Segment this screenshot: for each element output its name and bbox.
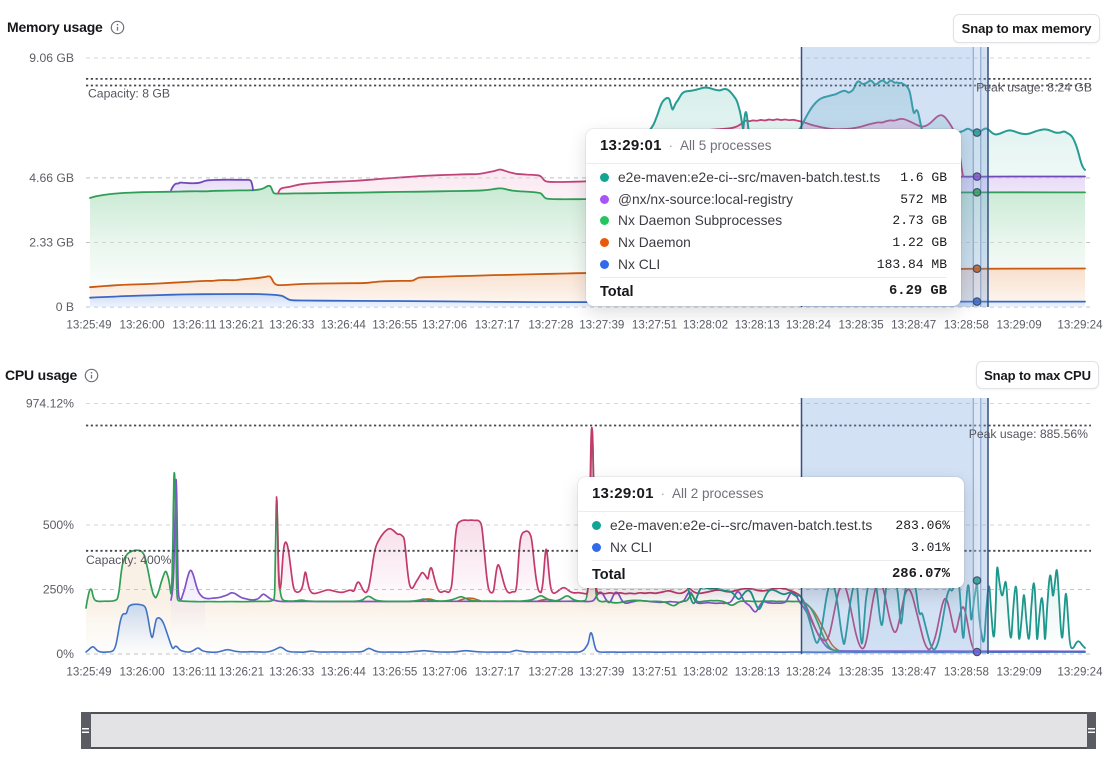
svg-text:13:27:28: 13:27:28 [528, 319, 573, 332]
svg-text:974.12%: 974.12% [26, 397, 74, 411]
svg-text:13:28:35: 13:28:35 [839, 319, 884, 332]
svg-text:13:26:44: 13:26:44 [321, 319, 367, 332]
svg-text:Capacity: 400%: Capacity: 400% [86, 553, 172, 567]
svg-text:13:29:24: 13:29:24 [1057, 666, 1103, 679]
svg-text:13:26:11: 13:26:11 [172, 666, 216, 679]
svg-text:0 B: 0 B [56, 300, 74, 314]
svg-text:13:27:51: 13:27:51 [632, 319, 677, 332]
svg-text:13:28:24: 13:28:24 [786, 666, 832, 679]
svg-text:2.33 GB: 2.33 GB [29, 236, 74, 250]
svg-text:13:28:02: 13:28:02 [683, 666, 728, 679]
svg-text:13:27:17: 13:27:17 [475, 319, 520, 332]
svg-text:0%: 0% [56, 647, 74, 661]
svg-text:13:28:58: 13:28:58 [944, 319, 989, 332]
svg-text:13:27:06: 13:27:06 [422, 666, 467, 679]
svg-text:13:28:13: 13:28:13 [735, 666, 780, 679]
svg-text:13:26:21: 13:26:21 [219, 319, 264, 332]
svg-text:13:27:28: 13:27:28 [528, 666, 573, 679]
svg-text:13:28:24: 13:28:24 [786, 319, 832, 332]
svg-text:500%: 500% [43, 518, 74, 532]
svg-text:13:26:44: 13:26:44 [321, 666, 367, 679]
svg-text:13:26:55: 13:26:55 [372, 319, 417, 332]
svg-text:9.06 GB: 9.06 GB [29, 51, 74, 65]
svg-text:13:28:47: 13:28:47 [891, 319, 936, 332]
svg-text:13:26:55: 13:26:55 [372, 666, 417, 679]
svg-text:13:26:11: 13:26:11 [172, 319, 216, 332]
svg-text:13:26:00: 13:26:00 [120, 666, 165, 679]
svg-text:13:28:47: 13:28:47 [891, 666, 936, 679]
svg-text:13:28:58: 13:28:58 [944, 666, 989, 679]
svg-text:13:26:33: 13:26:33 [269, 319, 314, 332]
svg-text:250%: 250% [43, 583, 74, 597]
svg-text:13:28:35: 13:28:35 [839, 666, 884, 679]
svg-text:13:25:49: 13:25:49 [66, 319, 111, 332]
svg-text:13:27:39: 13:27:39 [579, 666, 624, 679]
svg-text:13:28:13: 13:28:13 [735, 319, 780, 332]
svg-text:13:25:49: 13:25:49 [66, 666, 111, 679]
svg-text:Peak usage: 8.24 GB: Peak usage: 8.24 GB [976, 81, 1092, 95]
svg-text:13:27:39: 13:27:39 [579, 319, 624, 332]
svg-text:13:26:00: 13:26:00 [120, 319, 165, 332]
svg-text:13:29:09: 13:29:09 [997, 666, 1042, 679]
svg-text:4.66 GB: 4.66 GB [29, 171, 74, 185]
svg-text:13:27:06: 13:27:06 [422, 319, 467, 332]
svg-text:13:26:33: 13:26:33 [269, 666, 314, 679]
svg-text:Capacity: 8 GB: Capacity: 8 GB [88, 87, 170, 101]
svg-text:13:27:51: 13:27:51 [632, 666, 677, 679]
svg-text:13:26:21: 13:26:21 [219, 666, 264, 679]
svg-text:13:29:24: 13:29:24 [1057, 319, 1103, 332]
svg-text:13:28:02: 13:28:02 [683, 319, 728, 332]
svg-text:13:29:09: 13:29:09 [997, 319, 1042, 332]
svg-text:Peak usage: 885.56%: Peak usage: 885.56% [969, 427, 1088, 441]
svg-text:13:27:17: 13:27:17 [475, 666, 520, 679]
